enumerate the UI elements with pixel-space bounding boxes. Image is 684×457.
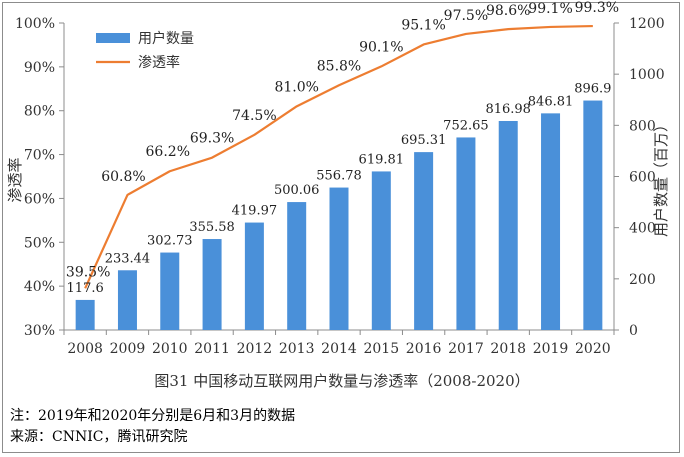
bar-data-label: 233.44 bbox=[105, 251, 151, 266]
bar-2015 bbox=[371, 171, 391, 330]
data-note: 注：2019年和2020年分别是6月和3月的数据 bbox=[10, 408, 296, 424]
right-tick-label: 1200 bbox=[629, 16, 665, 32]
bar-data-label: 752.65 bbox=[443, 118, 489, 133]
right-tick-label: 200 bbox=[629, 272, 656, 288]
x-tick-label: 2019 bbox=[533, 341, 569, 357]
bar-data-label: 695.31 bbox=[401, 133, 447, 148]
bar-data-label: 619.81 bbox=[359, 152, 405, 167]
left-tick-label: 60% bbox=[24, 191, 55, 207]
bar-data-label: 500.06 bbox=[274, 183, 320, 198]
figure-frame bbox=[2, 2, 680, 453]
x-tick-label: 2017 bbox=[448, 341, 484, 357]
left-axis-title: 渗透率 bbox=[6, 157, 24, 202]
x-tick-label: 2009 bbox=[110, 341, 146, 357]
right-tick-label: 400 bbox=[629, 221, 656, 237]
bar-2016 bbox=[414, 152, 434, 330]
left-tick-label: 90% bbox=[24, 60, 55, 76]
x-tick-label: 2016 bbox=[406, 341, 442, 357]
bar-data-label: 302.73 bbox=[147, 234, 193, 249]
line-data-label: 95.1% bbox=[401, 17, 445, 33]
bar-data-label: 816.98 bbox=[485, 102, 531, 117]
figure-caption: 图31 中国移动互联网用户数量与渗透率（2008-2020） bbox=[154, 372, 530, 390]
x-tick-label: 2013 bbox=[279, 341, 315, 357]
bar-2020 bbox=[583, 100, 603, 330]
bar-2011 bbox=[202, 239, 222, 330]
bar-data-label: 896.9 bbox=[574, 82, 611, 97]
bar-2017 bbox=[456, 137, 476, 330]
bar-data-label: 117.6 bbox=[67, 281, 104, 296]
x-tick-label: 2011 bbox=[194, 341, 230, 357]
left-tick-label: 40% bbox=[24, 279, 55, 295]
x-tick-label: 2008 bbox=[67, 341, 103, 357]
line-data-label: 99.3% bbox=[575, 0, 619, 16]
right-tick-label: 600 bbox=[629, 170, 656, 186]
bar-2008 bbox=[75, 299, 95, 330]
data-source: 来源：CNNIC，腾讯研究院 bbox=[10, 429, 188, 445]
line-data-label: 81.0% bbox=[274, 79, 318, 95]
legend-bar-label: 用户数量 bbox=[138, 30, 194, 47]
line-data-label: 90.1% bbox=[359, 39, 403, 55]
left-tick-label: 80% bbox=[24, 104, 55, 120]
line-data-label: 74.5% bbox=[232, 108, 276, 124]
right-axis-title: 用户数量（百万） bbox=[652, 117, 670, 237]
line-data-label: 60.8% bbox=[101, 169, 145, 185]
left-tick-label: 100% bbox=[15, 16, 55, 32]
line-data-label: 69.3% bbox=[190, 131, 234, 147]
bar-2010 bbox=[160, 252, 180, 330]
right-tick-label: 0 bbox=[629, 323, 638, 339]
left-tick-label: 70% bbox=[24, 148, 55, 164]
bar-2019 bbox=[541, 113, 561, 330]
left-tick-label: 30% bbox=[24, 323, 55, 339]
line-data-label: 97.5% bbox=[444, 8, 488, 24]
bar-data-label: 419.97 bbox=[232, 204, 278, 219]
x-tick-label: 2014 bbox=[321, 341, 357, 357]
line-data-label: 85.8% bbox=[317, 58, 361, 74]
bar-2014 bbox=[329, 187, 349, 330]
x-tick-label: 2020 bbox=[575, 341, 611, 357]
line-data-label: 98.6% bbox=[486, 3, 530, 19]
right-tick-label: 800 bbox=[629, 118, 656, 134]
legend-bar-swatch bbox=[96, 33, 130, 43]
bar-data-label: 556.78 bbox=[316, 169, 362, 184]
bar-2012 bbox=[244, 222, 264, 330]
right-tick-label: 1000 bbox=[629, 67, 665, 83]
legend-line-label: 渗透率 bbox=[138, 54, 180, 71]
line-data-label: 99.1% bbox=[528, 1, 572, 17]
left-tick-label: 50% bbox=[24, 235, 55, 251]
x-tick-label: 2015 bbox=[363, 341, 399, 357]
penetration-line bbox=[84, 24, 593, 289]
line-data-label: 39.5% bbox=[66, 264, 110, 280]
bar-2018 bbox=[498, 120, 518, 330]
bar-data-label: 846.81 bbox=[528, 94, 574, 109]
x-tick-label: 2012 bbox=[237, 341, 273, 357]
bar-data-label: 355.58 bbox=[189, 220, 235, 235]
line-data-label: 66.2% bbox=[146, 144, 190, 160]
x-tick-label: 2010 bbox=[152, 341, 188, 357]
x-tick-label: 2018 bbox=[490, 341, 526, 357]
bar-2009 bbox=[117, 270, 137, 330]
bar-2013 bbox=[287, 202, 307, 330]
